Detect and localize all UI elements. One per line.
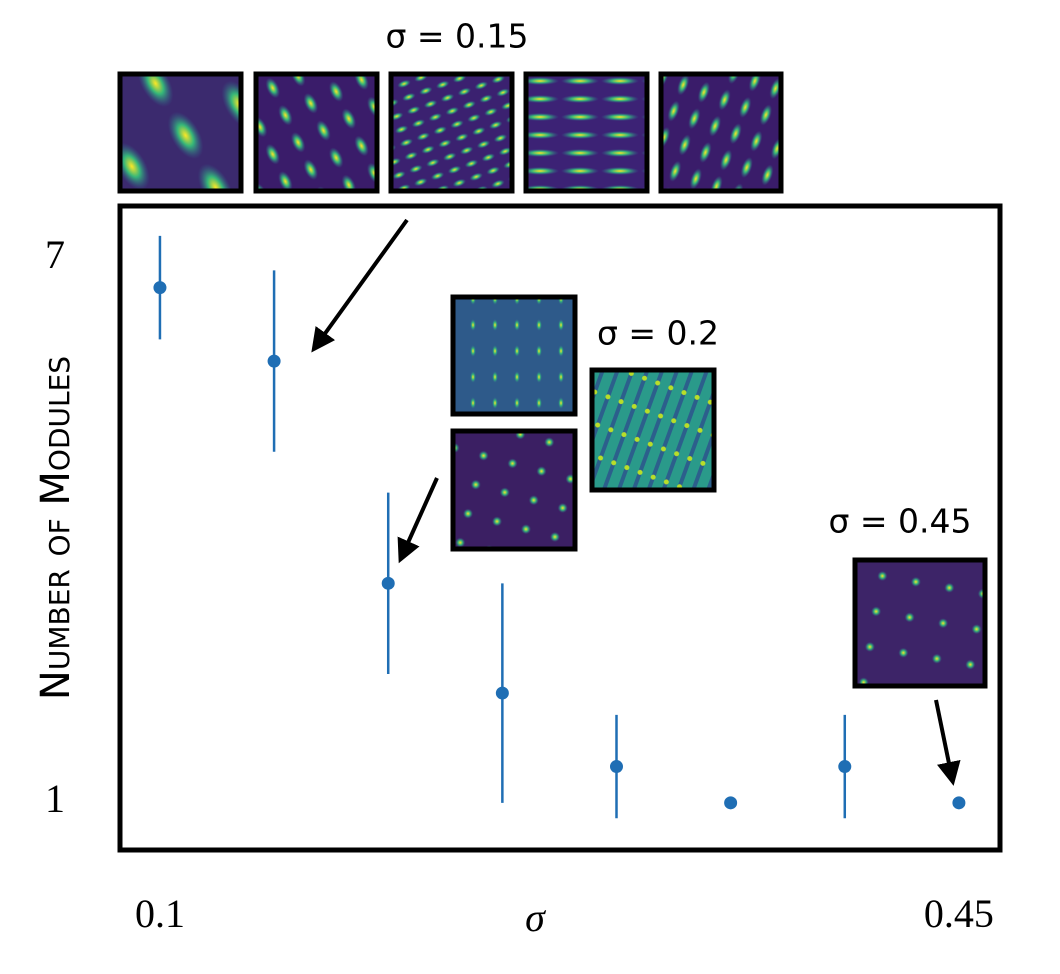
thumbnail: [388, 71, 515, 194]
thumbnail: [117, 71, 244, 194]
arrow: [311, 218, 409, 353]
point: [153, 281, 167, 295]
annotation: σ = 0.2: [597, 314, 719, 353]
arrows: [311, 218, 961, 786]
annotation: σ = 0.45: [828, 502, 971, 541]
point: [838, 760, 852, 774]
x-axis-label: σ: [525, 895, 546, 940]
arrow: [397, 477, 439, 564]
y-tick-label: 1: [45, 776, 65, 821]
thumbnail: [589, 367, 717, 493]
point: [952, 796, 966, 810]
thumbnail: [852, 557, 988, 689]
point: [495, 686, 509, 700]
x-tick-label: 0.45: [924, 891, 994, 936]
thumbnail: [253, 71, 380, 194]
annotation: σ = 0.15: [385, 17, 528, 56]
point: [724, 796, 738, 810]
thumbnail: [450, 294, 578, 417]
point: [267, 354, 281, 368]
point: [381, 576, 395, 590]
x-tick-label: 0.1: [135, 891, 185, 936]
arrow: [934, 699, 961, 786]
thumbnail: [450, 428, 578, 552]
point: [609, 760, 623, 774]
y-tick-label: 7: [45, 232, 65, 277]
thumbnail: [658, 71, 784, 194]
plot-frame: [117, 203, 1003, 853]
y-axis-label: Number of Modules: [33, 356, 79, 700]
inset-thumbnails: [450, 294, 988, 689]
thumbnails: [117, 71, 784, 194]
thumbnail: [523, 71, 650, 194]
